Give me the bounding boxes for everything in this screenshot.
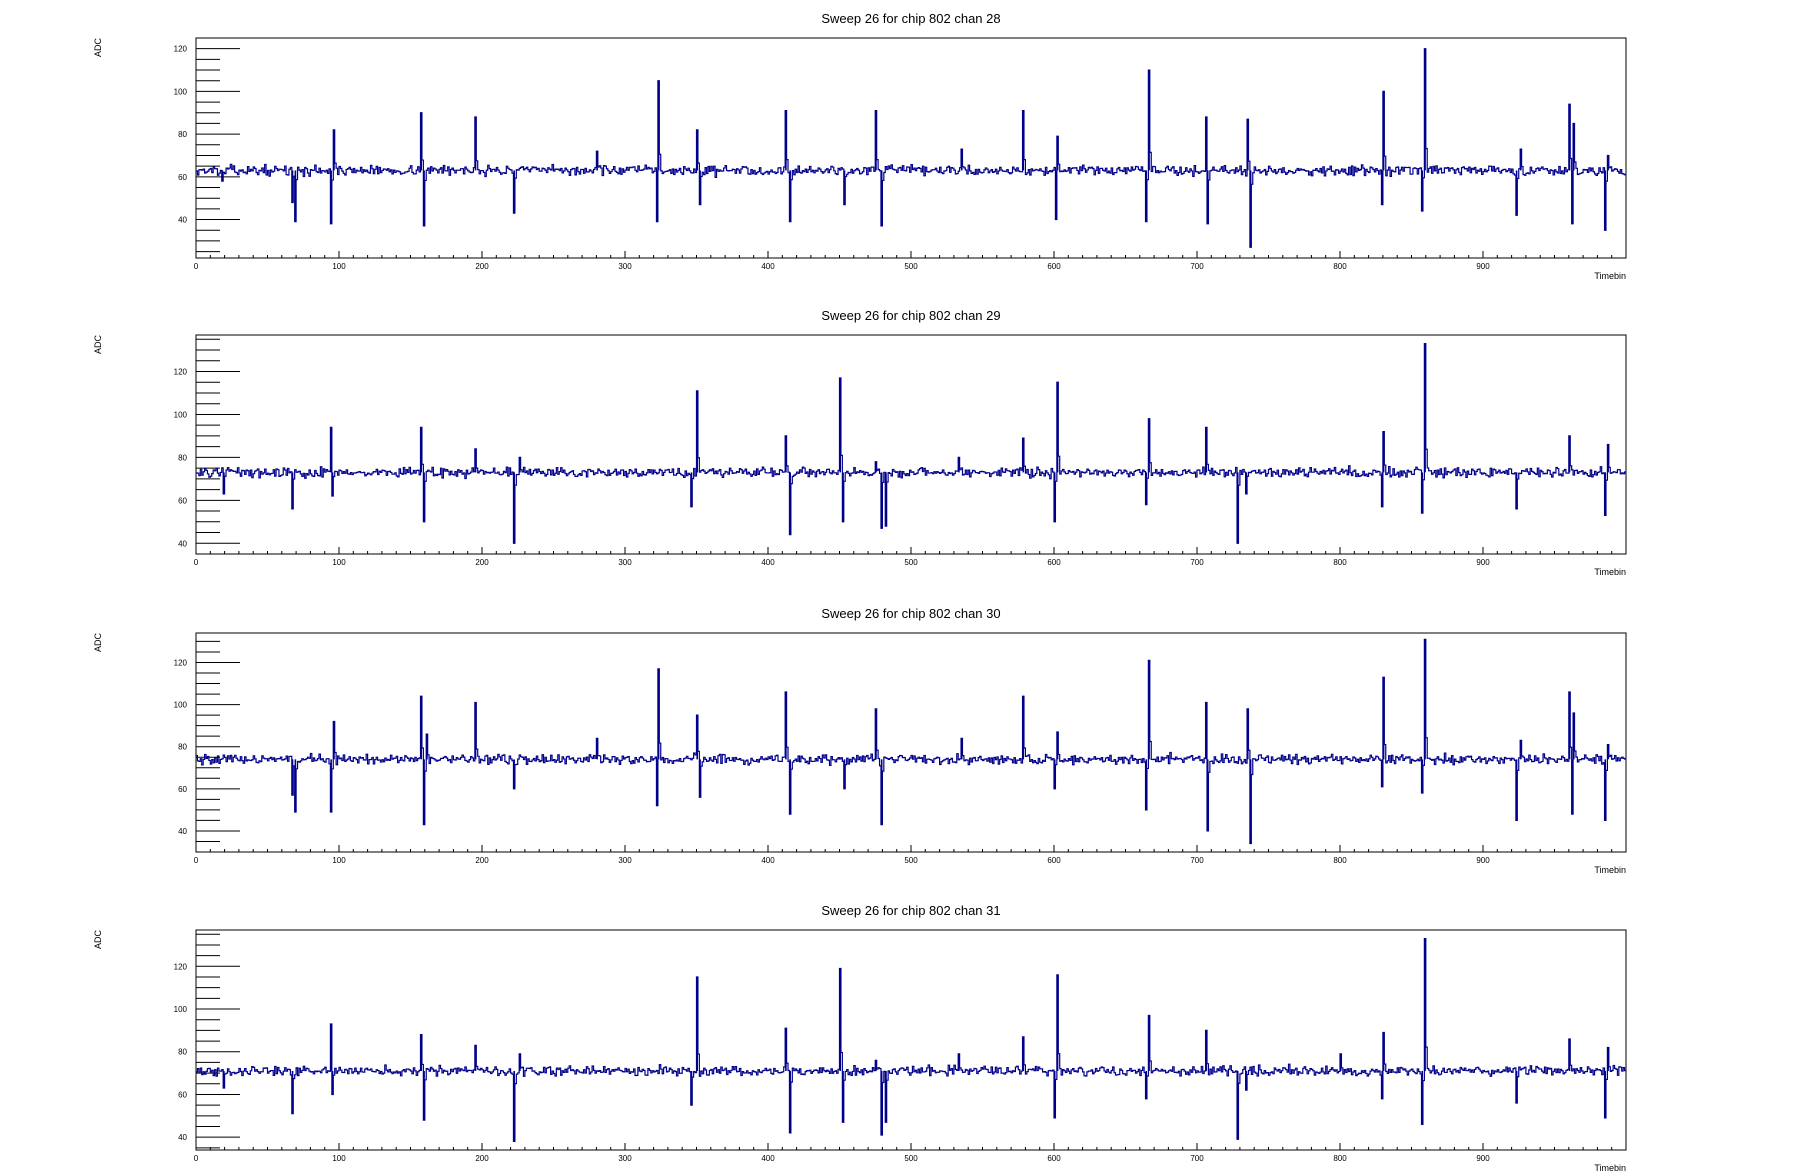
x-tick-label: 100 [332, 558, 346, 567]
y-axis-label: ADC [93, 633, 103, 653]
y-axis-label: ADC [93, 335, 103, 355]
adc-trace [196, 342, 1626, 544]
y-tick-label: 60 [178, 173, 187, 182]
x-tick-label: 800 [1333, 262, 1347, 271]
x-tick-label: 300 [618, 262, 632, 271]
y-tick-label: 40 [178, 539, 187, 548]
x-tick-label: 400 [761, 1154, 775, 1163]
y-tick-label: 120 [174, 45, 188, 54]
y-axis-label: ADC [93, 38, 103, 58]
y-tick-label: 100 [174, 1005, 188, 1014]
adc-trace [196, 48, 1626, 248]
adc-trace [196, 638, 1626, 845]
x-tick-label: 900 [1476, 856, 1490, 865]
x-tick-label: 200 [475, 558, 489, 567]
x-tick-label: 100 [332, 856, 346, 865]
x-tick-label: 400 [761, 558, 775, 567]
x-tick-label: 100 [332, 262, 346, 271]
x-tick-label: 300 [618, 1154, 632, 1163]
x-tick-label: 700 [1190, 856, 1204, 865]
chart-title: Sweep 26 for chip 802 chan 31 [821, 903, 1000, 918]
x-tick-label: 900 [1476, 558, 1490, 567]
chart-panel-2: Sweep 26 for chip 802 chan 29 ADC Timebin 4… [93, 308, 1627, 577]
y-tick-label: 40 [178, 827, 187, 836]
y-tick-label: 60 [178, 496, 187, 505]
x-tick-label: 500 [904, 856, 918, 865]
x-tick-label: 700 [1190, 558, 1204, 567]
y-tick-label: 100 [174, 410, 188, 419]
plot-frame [195, 929, 1627, 1151]
x-tick-label: 600 [1047, 262, 1061, 271]
x-tick-label: 0 [194, 262, 199, 271]
chart-panel-3: Sweep 26 for chip 802 chan 30 ADC Timebin 4… [93, 606, 1627, 875]
x-tick-label: 300 [618, 558, 632, 567]
y-tick-label: 80 [178, 743, 187, 752]
y-tick-label: 80 [178, 453, 187, 462]
y-tick-label: 40 [178, 216, 187, 225]
x-tick-label: 100 [332, 1154, 346, 1163]
chart-panel-1: Sweep 26 for chip 802 chan 28 ADC Timebin 4… [93, 11, 1627, 281]
x-tick-label: 900 [1476, 262, 1490, 271]
x-tick-label: 700 [1190, 262, 1204, 271]
x-tick-label: 900 [1476, 1154, 1490, 1163]
x-tick-label: 600 [1047, 1154, 1061, 1163]
y-tick-label: 60 [178, 1090, 187, 1099]
x-tick-label: 0 [194, 856, 199, 865]
x-tick-label: 400 [761, 856, 775, 865]
x-tick-label: 500 [904, 558, 918, 567]
x-axis-label: Timebin [1594, 271, 1626, 281]
x-tick-label: 600 [1047, 856, 1061, 865]
x-tick-label: 200 [475, 856, 489, 865]
x-axis-label: Timebin [1594, 1163, 1626, 1172]
x-tick-label: 300 [618, 856, 632, 865]
plot-frame [195, 37, 1627, 259]
x-tick-label: 600 [1047, 558, 1061, 567]
y-tick-label: 80 [178, 1048, 187, 1057]
x-tick-label: 0 [194, 558, 199, 567]
y-tick-label: 100 [174, 701, 188, 710]
x-tick-label: 0 [194, 1154, 199, 1163]
x-tick-label: 700 [1190, 1154, 1204, 1163]
x-tick-label: 800 [1333, 1154, 1347, 1163]
y-tick-label: 100 [174, 87, 188, 96]
y-tick-label: 120 [174, 368, 188, 377]
x-tick-label: 800 [1333, 856, 1347, 865]
y-tick-label: 60 [178, 785, 187, 794]
chart-title: Sweep 26 for chip 802 chan 28 [821, 11, 1000, 26]
plot-frame [195, 334, 1627, 555]
x-tick-label: 200 [475, 1154, 489, 1163]
chart-title: Sweep 26 for chip 802 chan 30 [821, 606, 1000, 621]
x-tick-label: 800 [1333, 558, 1347, 567]
x-axis-label: Timebin [1594, 865, 1626, 875]
y-tick-label: 80 [178, 130, 187, 139]
x-tick-label: 500 [904, 1154, 918, 1163]
x-tick-label: 400 [761, 262, 775, 271]
x-tick-label: 200 [475, 262, 489, 271]
y-tick-label: 40 [178, 1133, 187, 1142]
chart-title: Sweep 26 for chip 802 chan 29 [821, 308, 1000, 323]
y-axis-label: ADC [93, 930, 103, 950]
x-axis-label: Timebin [1594, 567, 1626, 577]
y-tick-label: 120 [174, 962, 188, 971]
plot-frame [195, 632, 1627, 853]
y-tick-label: 120 [174, 658, 188, 667]
chart-panel-4: Sweep 26 for chip 802 chan 31 ADC Timebin 4… [93, 903, 1627, 1172]
x-tick-label: 500 [904, 262, 918, 271]
adc-trace [196, 937, 1626, 1143]
